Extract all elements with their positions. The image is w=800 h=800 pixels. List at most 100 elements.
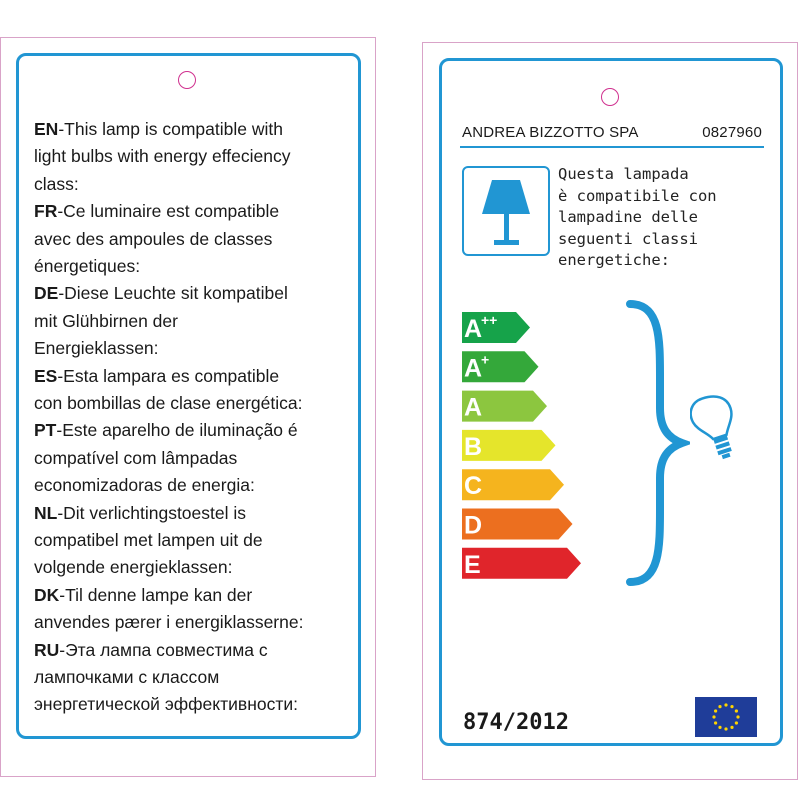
eu-star xyxy=(734,709,738,713)
language-text: compatibel met lampen uit de xyxy=(34,530,263,550)
language-code: NL xyxy=(34,502,58,523)
language-entry-dk: DK-Til denne lampe kan der anvendes pærer… xyxy=(34,582,303,637)
language-line: EN-This lamp is compatible with xyxy=(34,116,291,143)
energy-arrow xyxy=(462,508,573,540)
language-text: -Este aparelho de iluminação é xyxy=(56,420,298,441)
language-entry-es: ES-Esta lampara es compatible con bombill… xyxy=(34,363,303,418)
language-text: énergetiques: xyxy=(34,256,141,276)
left-card-frame xyxy=(16,53,361,739)
language-text: compatível com lâmpadas xyxy=(34,447,238,468)
eu-star xyxy=(734,721,738,725)
language-code: ES xyxy=(34,365,58,386)
brace-icon xyxy=(626,300,690,586)
language-line: compatibel met lampen uit de xyxy=(34,527,263,554)
language-entry-pt: PT-Este aparelho de iluminação é compatív… xyxy=(34,417,298,499)
language-line: light bulbs with energy effeciency xyxy=(34,143,291,170)
regulation-number: 874/2012 xyxy=(463,710,569,735)
energy-class-c: C xyxy=(462,469,564,501)
eu-star xyxy=(736,715,740,719)
language-line: con bombillas de clase energética: xyxy=(34,390,303,417)
energy-class-aplusplus: A++ xyxy=(462,312,530,343)
italian-line: è compatibile con xyxy=(558,186,717,205)
language-code: RU xyxy=(34,639,60,660)
hang-hole-right xyxy=(601,88,619,106)
language-line: énergetiques: xyxy=(34,253,279,280)
language-text: -Diese Leuchte sit kompatibel xyxy=(58,283,288,304)
energy-arrow xyxy=(462,351,539,383)
header-divider xyxy=(460,146,764,148)
energy-label: A xyxy=(464,394,482,422)
eu-star xyxy=(724,727,728,731)
language-text: light bulbs with energy effeciency xyxy=(34,146,291,167)
language-entry-en: EN-This lamp is compatible with light bul… xyxy=(34,116,291,198)
language-text: -Ce luminaire est compatible xyxy=(57,201,280,222)
language-line: avec des ampoules de classes xyxy=(34,226,279,253)
table-lamp-icon xyxy=(462,166,550,256)
company-name: ANDREA BIZZOTTO SPA xyxy=(462,124,639,141)
language-text: -Dit verlichtingstoestel is xyxy=(57,502,246,523)
energy-label: D xyxy=(464,512,482,540)
energy-arrow xyxy=(462,429,556,461)
energy-label-superscript: + xyxy=(481,351,489,367)
language-text: volgende energieklassen: xyxy=(34,557,233,578)
language-text: economizadoras de energia: xyxy=(34,475,255,496)
language-line: Energieklassen: xyxy=(34,335,288,362)
language-text: mit Glühbirnen der xyxy=(34,310,178,331)
eu-star xyxy=(712,715,716,719)
energy-label-superscript: ++ xyxy=(481,312,497,328)
energy-class-a: A xyxy=(462,390,547,422)
eu-flag-icon xyxy=(695,697,757,737)
language-line: mit Glühbirnen der xyxy=(34,308,288,335)
italian-line: Questa lampada xyxy=(558,165,689,183)
language-code: PT xyxy=(34,420,57,441)
language-line: PT-Este aparelho de iluminação é xyxy=(34,417,298,444)
language-code: DE xyxy=(34,283,59,304)
language-line: compatível com lâmpadas xyxy=(34,445,298,472)
language-text: энергетической эффективности: xyxy=(34,694,299,715)
eu-star xyxy=(714,709,718,713)
light-bulb-icon xyxy=(690,395,733,460)
language-code: EN xyxy=(34,119,59,139)
eu-star xyxy=(718,725,722,729)
energy-arrow xyxy=(462,390,547,422)
energy-label: A xyxy=(464,354,482,382)
language-line: class: xyxy=(34,171,291,198)
energy-arrow xyxy=(462,312,530,343)
product-code: 0827960 xyxy=(702,124,762,141)
italian-compatibility-text: Questa lampada è compatibile con lampadi… xyxy=(558,164,717,272)
hang-hole-left xyxy=(178,71,196,89)
energy-label: C xyxy=(464,472,482,500)
energy-class-e: E xyxy=(462,547,581,579)
italian-line: energetiche: xyxy=(558,251,670,269)
eu-star xyxy=(730,725,734,729)
language-text: лампочками с классом xyxy=(34,667,220,687)
language-text: class: xyxy=(34,173,79,194)
energy-arrow xyxy=(462,469,564,501)
language-text: con bombillas de clase energética: xyxy=(34,393,303,413)
language-text: -This lamp is compatible with xyxy=(58,119,283,139)
language-line: NL-Dit verlichtingstoestel is xyxy=(34,500,263,527)
language-text: anvendes pærer i energiklasserne: xyxy=(34,612,304,633)
language-line: volgende energieklassen: xyxy=(34,554,263,581)
language-text: -Esta lampara es compatible xyxy=(57,365,280,386)
language-line: anvendes pærer i energiklasserne: xyxy=(34,609,303,636)
language-entry-de: DE-Diese Leuchte sit kompatibel mit Glühb… xyxy=(34,280,288,362)
language-line: RU-Эта лампа совместима с xyxy=(34,637,298,664)
language-line: economizadoras de energia: xyxy=(34,472,298,499)
language-text: -Til denne lampe kan der xyxy=(59,584,253,605)
language-line: FR-Ce luminaire est compatible xyxy=(34,198,279,225)
language-text: -Эта лампа совместима с xyxy=(59,639,268,660)
energy-label: E xyxy=(464,551,481,579)
language-text: Energieklassen: xyxy=(34,338,159,359)
language-code: DK xyxy=(34,584,60,605)
language-code: FR xyxy=(34,201,58,222)
italian-line: lampadine delle xyxy=(558,208,698,226)
language-entry-nl: NL-Dit verlichtingstoestel is compatibel … xyxy=(34,500,263,582)
energy-class-d: D xyxy=(462,508,573,540)
energy-class-aplus: A+ xyxy=(462,351,539,383)
language-entry-ru: RU-Эта лампа совместима с лампочками с кл… xyxy=(34,637,298,719)
energy-class-b: B xyxy=(462,429,556,461)
header-line: ANDREA BIZZOTTO SPA 0827960 xyxy=(462,124,762,141)
italian-line: seguenti classi xyxy=(558,229,698,248)
